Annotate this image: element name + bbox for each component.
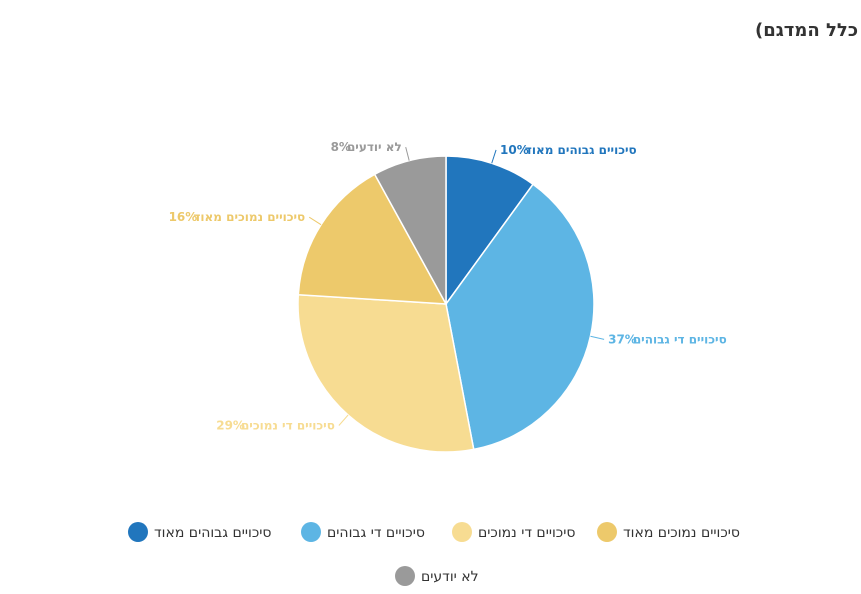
pie-slice [297,173,448,305]
data-label-value: 8% [331,140,351,154]
data-label: סיכויים נמוכים מאוד16% [169,210,306,224]
data-label-value: 37% [608,332,637,346]
legend-label: סיכויים גבוהים מאוד [154,525,271,541]
leader-line [491,149,497,164]
legend-label: סיכויים נמוכים מאוד [623,525,740,541]
legend-label: סיכויים די נמוכים [478,525,575,541]
data-label-name: סיכויים נמוכים מאוד [193,210,305,224]
data-label-name: סיכויים גבוהים מאוד [525,142,637,156]
chart-title: מה הסיכויים שהממשלה החדשה תחזיק מעמד לפח… [755,20,861,41]
legend-label: לא יודעים [421,569,479,585]
data-label: סיכויים די גבוהים37% [608,332,727,346]
legend-marker [301,522,321,542]
data-label-value: 29% [216,418,245,432]
leader-line [338,414,349,426]
leader-line [405,146,410,161]
leader-line [590,335,605,340]
data-label-value: 16% [169,210,198,224]
leader-line [308,216,322,226]
data-label: סיכויים די נמוכים29% [216,418,335,432]
data-label: סיכויים גבוהים מאוד10% [500,142,637,156]
legend-marker [452,522,472,542]
data-label-name: לא יודעים [347,140,402,154]
legend-marker [597,522,617,542]
pie-slice [373,155,447,305]
pie-slice [297,293,475,453]
legend-label: סיכויים די גבוהים [327,525,425,541]
data-label-name: סיכויים די גבוהים [633,332,727,346]
data-label-name: סיכויים די נמוכים [241,418,335,432]
data-label: לא יודעים8% [331,140,402,154]
legend-marker [128,522,148,542]
legend-marker [395,566,415,586]
data-label-value: 10% [500,142,529,156]
